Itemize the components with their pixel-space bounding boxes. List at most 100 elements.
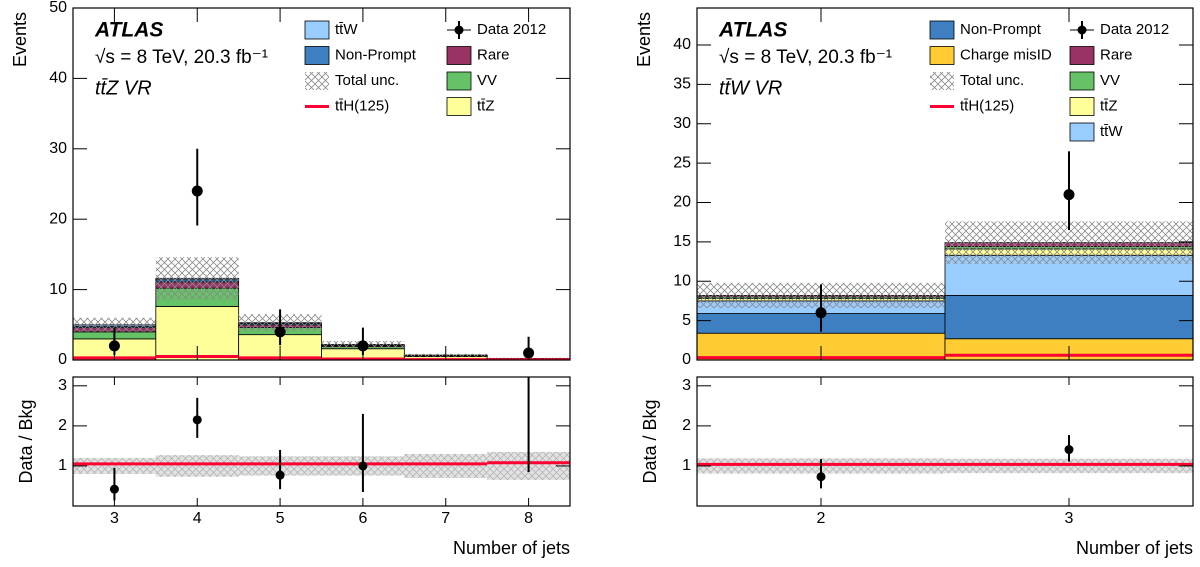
y-tick-label: 40 [49, 70, 67, 87]
y-tick-label: 30 [673, 115, 691, 132]
legend-swatch [1077, 25, 1087, 35]
legend-label: Data 2012 [477, 21, 546, 38]
y-axis-label: Events [634, 12, 654, 67]
energy-label: √s = 8 TeV, 20.3 fb⁻¹ [95, 47, 268, 68]
data-point [191, 185, 203, 197]
data-point [816, 472, 826, 482]
y-tick-label: 0 [58, 351, 67, 368]
uncertainty-band [945, 458, 1193, 474]
region-label: tt̄Z VR [95, 77, 152, 99]
plot-area [73, 365, 570, 501]
data-point [1063, 189, 1075, 201]
y-axis-label: Data / Bkg [16, 399, 36, 483]
legend-label: Charge misID [960, 46, 1052, 63]
legend-label: Rare [1100, 46, 1133, 63]
legend-swatch [1069, 97, 1095, 116]
uncertainty-band [73, 457, 156, 474]
legend-label: tt̄W [1100, 123, 1123, 140]
y-tick-label: 10 [49, 281, 67, 298]
x-tick-label: 3 [1065, 510, 1074, 527]
x-tick-label: 7 [441, 510, 450, 527]
data-point [275, 470, 285, 480]
y-tick-label: 25 [673, 154, 691, 171]
data-point [109, 484, 119, 494]
legend-swatch [1069, 46, 1095, 65]
legend-swatch [454, 25, 464, 35]
plot-frame [72, 376, 571, 507]
legend-swatch [304, 46, 330, 65]
legend-label: tt̄Z [477, 97, 495, 114]
data-point [108, 340, 120, 352]
legend-label: VV [477, 72, 497, 89]
uncertainty-band [404, 453, 488, 478]
x-tick-label: 6 [358, 510, 367, 527]
energy-label: √s = 8 TeV, 20.3 fb⁻¹ [719, 47, 892, 68]
y-tick-label: 15 [673, 233, 691, 250]
legend-label: tt̄Z [1100, 97, 1118, 114]
legend-swatch [930, 72, 954, 90]
y-tick-label: 5 [682, 312, 691, 329]
plot-frame [696, 7, 1194, 361]
data-point [192, 415, 202, 425]
legend-label: VV [1100, 72, 1120, 89]
y-tick-label: 2 [682, 417, 691, 434]
experiment-label: ATLAS [718, 19, 787, 42]
plot-area [697, 151, 1193, 360]
legend-swatch [304, 20, 330, 40]
y-tick-label: 20 [49, 210, 67, 227]
legend-swatch [1069, 122, 1095, 142]
y-tick-label: 3 [58, 377, 67, 394]
plot-area [73, 148, 570, 360]
legend-label: tt̄H(125) [335, 97, 389, 114]
legend-label: Rare [477, 46, 510, 63]
legend-swatch [446, 46, 472, 65]
legend-swatch [929, 46, 955, 65]
y-tick-label: 10 [673, 272, 691, 289]
plot-frame [72, 7, 571, 361]
legend-swatch [929, 20, 955, 40]
stack-segment [944, 295, 1193, 340]
x-tick-label: 3 [110, 510, 119, 527]
y-tick-label: 35 [673, 76, 691, 93]
data-point [357, 340, 369, 352]
uncertainty-band [73, 317, 156, 332]
x-axis-label: Number of jets [1076, 538, 1193, 558]
data-point [358, 461, 368, 471]
data-point [524, 365, 533, 374]
y-tick-label: 20 [673, 194, 691, 211]
y-axis-label: Data / Bkg [640, 399, 660, 483]
y-tick-label: 1 [682, 457, 691, 474]
data-point [1064, 445, 1074, 455]
y-tick-label: 0 [682, 351, 691, 368]
y-axis-label: Events [10, 12, 30, 67]
legend-label: Non-Prompt [335, 46, 417, 63]
legend-swatch [305, 72, 329, 90]
legend-swatch [1069, 71, 1095, 91]
x-tick-label: 5 [276, 510, 285, 527]
data-point [274, 326, 286, 338]
x-tick-label: 8 [524, 510, 533, 527]
y-tick-label: 50 [49, 0, 67, 16]
plot-frame [696, 376, 1194, 507]
plot-area [697, 435, 1193, 489]
y-tick-label: 1 [58, 457, 67, 474]
legend-label: Data 2012 [1100, 21, 1169, 38]
legend-swatch [446, 71, 472, 91]
uncertainty-band [155, 455, 239, 477]
legend-swatch [446, 97, 472, 116]
y-tick-label: 2 [58, 417, 67, 434]
legend-label: Total unc. [960, 72, 1024, 89]
uncertainty-band [155, 257, 239, 300]
y-tick-label: 30 [49, 140, 67, 157]
legend-label: tt̄H(125) [960, 97, 1014, 114]
data-point [815, 307, 827, 319]
legend-label: tt̄W [335, 21, 358, 38]
region-label: tt̄W VR [719, 77, 782, 99]
x-tick-label: 4 [193, 510, 202, 527]
x-tick-label: 2 [817, 510, 826, 527]
experiment-label: ATLAS [94, 19, 163, 42]
legend-label: Non-Prompt [960, 21, 1042, 38]
x-axis-label: Number of jets [453, 538, 570, 558]
y-tick-label: 3 [682, 377, 691, 394]
